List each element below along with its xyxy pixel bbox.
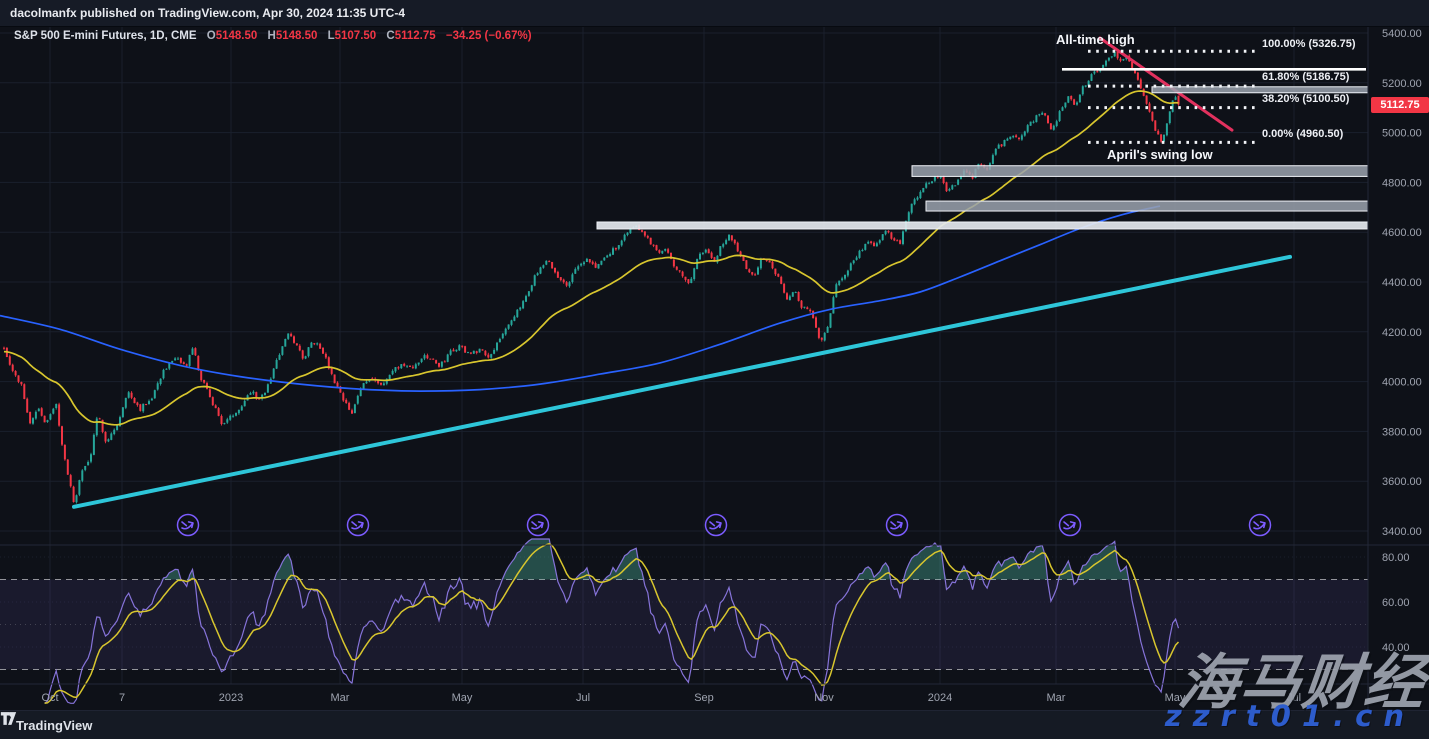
watermark-url: zzrt01.cn — [1164, 699, 1415, 733]
rollover-circle — [885, 513, 909, 537]
footer-bar: TradingView — [0, 710, 1429, 739]
tradingview-brand-text[interactable]: TradingView — [16, 718, 93, 733]
rollover-icon[interactable] — [1058, 513, 1082, 537]
high-value: 5148.50 — [275, 30, 318, 42]
time-axis-label: May — [1165, 692, 1186, 704]
fast-ma-line — [3, 90, 1179, 426]
fib-thin-band — [1151, 86, 1369, 94]
price-axis-label: 4000.00 — [1382, 377, 1422, 389]
axis-labels[interactable]: 5400.00 5200.00 5000.00 4800.00 4600.00 4400.… — [41, 28, 1421, 704]
rollover-marks — [176, 513, 1272, 537]
rsi-axis-label: 40.00 — [1382, 642, 1410, 654]
publish-text: dacolmanfx published on TradingView.com,… — [10, 6, 406, 20]
rollover-arrow — [181, 521, 194, 530]
open-label: O — [206, 30, 216, 42]
rollover-circle — [1248, 513, 1272, 537]
time-axis-label: Jul — [576, 692, 590, 704]
cyan-uptrend-line — [72, 254, 1292, 509]
open-value: 5148.50 — [215, 30, 258, 42]
rollover-arrow — [890, 521, 903, 530]
rsi-axis-label: 80.00 — [1382, 552, 1410, 564]
grid-lines — [0, 26, 1368, 684]
rollover-arrow — [351, 521, 364, 530]
rollover-arrow — [531, 521, 544, 530]
fib-label-100: 100.00% (5326.75) — [1262, 38, 1356, 50]
time-axis-label: 2023 — [219, 692, 243, 704]
annotation-all-time-high: All-time high — [1056, 32, 1135, 47]
time-axis-label: Oct — [41, 692, 58, 704]
rollover-icon[interactable] — [1248, 513, 1272, 537]
supply-zone-upper — [911, 165, 1369, 177]
rollover-arrow — [1063, 521, 1076, 530]
price-axis-label: 5400.00 — [1382, 28, 1422, 40]
close-label: C — [386, 30, 395, 42]
rollover-icon[interactable] — [885, 513, 909, 537]
fib-label-0: 0.00% (4960.50) — [1262, 128, 1344, 140]
time-axis-label: 2024 — [928, 692, 952, 704]
last-price-tag: 5112.75 — [1371, 97, 1429, 113]
rollover-icon[interactable] — [176, 513, 200, 537]
rollover-circle — [176, 513, 200, 537]
price-axis-label: 4200.00 — [1382, 327, 1422, 339]
candlestick-series — [3, 50, 1180, 504]
rsi-overbought-fill — [160, 539, 1130, 580]
price-axis-label: 4400.00 — [1382, 277, 1422, 289]
price-axis-label: 4800.00 — [1382, 177, 1422, 189]
rollover-circle — [526, 513, 550, 537]
supply-zone-lower — [925, 200, 1369, 212]
low-label: L — [327, 30, 335, 42]
slow-ma-line — [0, 205, 1161, 392]
rsi-ma-line — [44, 542, 1180, 705]
price-axis-label: 4600.00 — [1382, 227, 1422, 239]
rollover-circle — [704, 513, 728, 537]
time-axis-label: May — [452, 692, 473, 704]
price-axis-label: 3400.00 — [1382, 526, 1422, 538]
high-label: H — [267, 30, 276, 42]
time-axis-label: Nov — [814, 692, 834, 704]
time-axis-label: Sep — [694, 692, 714, 704]
rsi-axis-label: 60.00 — [1382, 597, 1410, 609]
rollover-circle — [1058, 513, 1082, 537]
price-axis-label: 3800.00 — [1382, 426, 1422, 438]
rollover-icon[interactable] — [526, 513, 550, 537]
price-axis-label: 5200.00 — [1382, 78, 1422, 90]
rollover-arrow — [1253, 521, 1266, 530]
publish-bar: dacolmanfx published on TradingView.com,… — [0, 0, 1429, 27]
low-value: 5107.50 — [334, 30, 377, 42]
time-axis-label: 7 — [119, 692, 125, 704]
rollover-icon[interactable] — [704, 513, 728, 537]
symbol-legend[interactable]: S&P 500 E-mini Futures, 1D, CME O5148.50… — [14, 30, 532, 42]
symbol-title[interactable]: S&P 500 E-mini Futures, 1D, CME — [14, 30, 197, 42]
time-axis-label: Jul — [1287, 692, 1301, 704]
time-axis-label: Mar — [1047, 692, 1066, 704]
time-axis-label: Mar — [331, 692, 350, 704]
rollover-icon[interactable] — [346, 513, 370, 537]
rollover-arrow — [709, 521, 722, 530]
fib-label-618: 61.80% (5186.75) — [1262, 71, 1350, 83]
support-band — [596, 221, 1369, 230]
price-axis-label: 5000.00 — [1382, 128, 1422, 140]
price-axis-label: 3600.00 — [1382, 476, 1422, 488]
close-value: 5112.75 — [394, 30, 436, 42]
annotation-april-swing-low: April's swing low — [1107, 147, 1213, 162]
change-value: −34.25 (−0.67%) — [445, 30, 532, 42]
rollover-circle — [346, 513, 370, 537]
fib-label-382: 38.20% (5100.50) — [1262, 93, 1350, 105]
rsi-line — [44, 538, 1180, 704]
crimson-downtrend-line — [1098, 36, 1234, 132]
